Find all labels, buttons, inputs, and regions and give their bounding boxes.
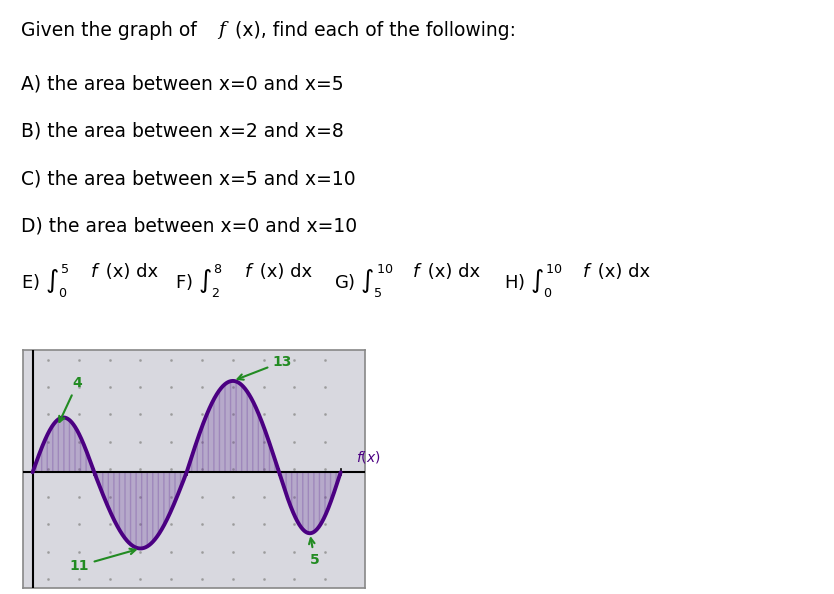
- Text: H) $\int_0^{10}$: H) $\int_0^{10}$: [504, 263, 563, 299]
- Text: $f$: $f$: [244, 263, 255, 280]
- Text: Given the graph of: Given the graph of: [21, 21, 203, 40]
- Text: D) the area between x=0 and x=10: D) the area between x=0 and x=10: [21, 217, 357, 236]
- Text: 4: 4: [59, 376, 83, 422]
- Text: (x) dx: (x) dx: [100, 263, 158, 280]
- Text: A) the area between x=0 and x=5: A) the area between x=0 and x=5: [21, 74, 344, 93]
- Text: $f$: $f$: [90, 263, 101, 280]
- Text: f: f: [219, 21, 225, 39]
- Text: 13: 13: [238, 355, 292, 380]
- Text: $f$: $f$: [412, 263, 423, 280]
- Text: 11: 11: [69, 549, 135, 573]
- Text: B) the area between x=2 and x=8: B) the area between x=2 and x=8: [21, 122, 344, 141]
- Text: E) $\int_0^5$: E) $\int_0^5$: [21, 263, 69, 299]
- Text: 5: 5: [309, 538, 319, 567]
- Text: (x) dx: (x) dx: [592, 263, 651, 280]
- Text: G) $\int_5^{10}$: G) $\int_5^{10}$: [334, 263, 393, 299]
- Text: C) the area between x=5 and x=10: C) the area between x=5 and x=10: [21, 169, 355, 188]
- Text: $f(x)$: $f(x)$: [356, 448, 381, 465]
- Text: $f$: $f$: [582, 263, 593, 280]
- Text: (x) dx: (x) dx: [254, 263, 313, 280]
- Text: (x), find each of the following:: (x), find each of the following:: [229, 21, 515, 40]
- Text: F) $\int_2^8$: F) $\int_2^8$: [175, 263, 223, 299]
- Text: (x) dx: (x) dx: [422, 263, 480, 280]
